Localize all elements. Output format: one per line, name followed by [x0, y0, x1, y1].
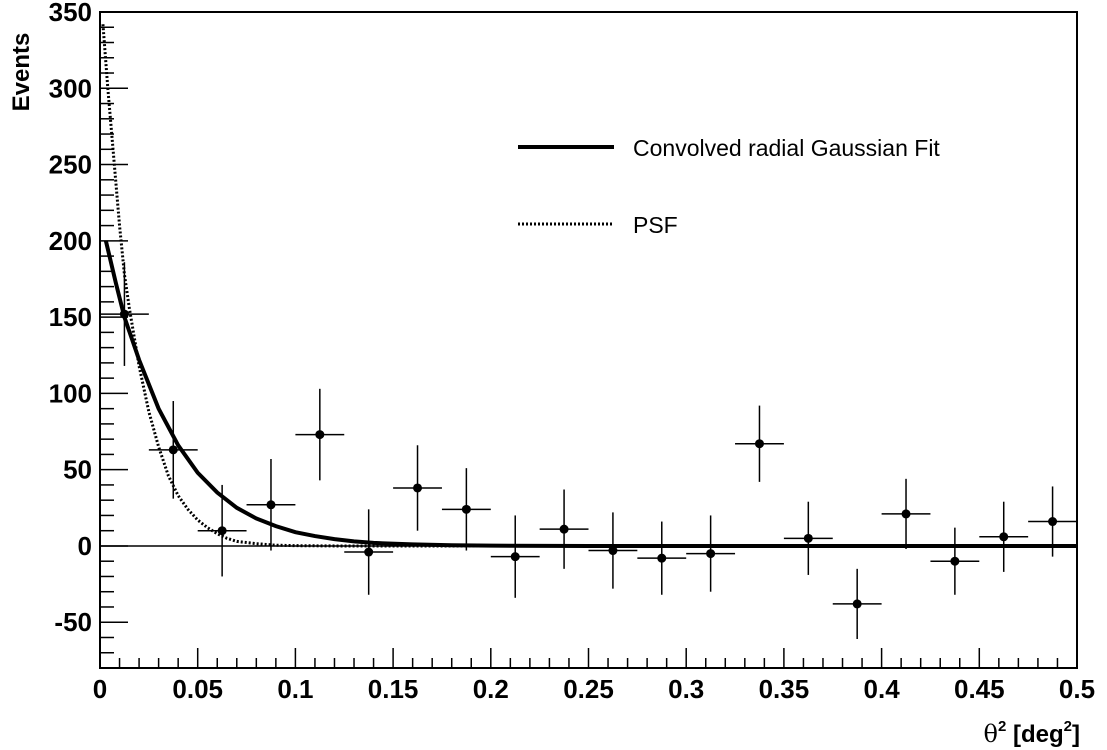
x-tick-label: 0.05	[172, 674, 223, 704]
data-point	[608, 546, 617, 555]
y-axis-ticks: -50 0 50 100 150 200 250 300 350	[49, 0, 128, 668]
x-tick-label: 0.15	[368, 674, 419, 704]
y-tick-label: 300	[49, 73, 92, 103]
x-tick-label: 0	[93, 674, 107, 704]
data-point	[218, 526, 227, 535]
data-points	[100, 262, 1077, 639]
plot-frame	[100, 12, 1077, 668]
x-axis-label-symbol: θ	[984, 720, 998, 748]
data-point	[364, 548, 373, 557]
x-tick-label: 0.45	[954, 674, 1005, 704]
data-point	[1048, 517, 1057, 526]
data-point	[804, 534, 813, 543]
y-tick-label: 200	[49, 226, 92, 256]
y-tick-label: 250	[49, 150, 92, 180]
y-tick-label: 150	[49, 302, 92, 332]
data-point	[755, 439, 764, 448]
curves	[103, 24, 1077, 546]
data-point	[999, 532, 1008, 541]
data-point	[413, 483, 422, 492]
data-point	[560, 525, 569, 534]
y-tick-label: 350	[49, 0, 92, 27]
data-point	[950, 557, 959, 566]
legend: Convolved radial Gaussian Fit PSF	[518, 135, 940, 238]
legend-label-psf: PSF	[633, 212, 678, 238]
x-tick-label: 0.3	[668, 674, 704, 704]
x-axis-label-unit-sup: 2	[1064, 718, 1072, 735]
x-axis-label: θ2 [deg2]	[984, 718, 1080, 748]
x-axis-ticks: 0 0.05 0.1 0.15 0.2 0.25 0.3 0.35 0.4 0.45 0.5	[93, 648, 1095, 704]
x-tick-label: 0.4	[864, 674, 901, 704]
x-tick-label: 0.5	[1059, 674, 1095, 704]
y-tick-label: 0	[78, 531, 92, 561]
y-tick-label: 100	[49, 378, 92, 408]
data-point	[462, 505, 471, 514]
data-point	[266, 500, 275, 509]
fit-curve	[106, 241, 1077, 546]
y-tick-label: -50	[54, 607, 92, 637]
data-point	[120, 310, 129, 319]
data-point	[315, 430, 324, 439]
data-point	[853, 599, 862, 608]
legend-label-fit: Convolved radial Gaussian Fit	[633, 135, 940, 161]
data-point	[657, 554, 666, 563]
x-tick-label: 0.2	[473, 674, 509, 704]
data-point	[511, 552, 520, 561]
y-tick-label: 50	[63, 455, 92, 485]
data-point	[706, 549, 715, 558]
y-axis-label: Events	[8, 33, 35, 112]
psf-curve	[103, 24, 1077, 546]
x-axis-label-unit-close: ]	[1072, 721, 1080, 748]
data-point	[169, 445, 178, 454]
x-tick-label: 0.35	[759, 674, 810, 704]
x-tick-label: 0.1	[277, 674, 313, 704]
data-point	[902, 509, 911, 518]
x-axis-label-unit: [deg	[1006, 721, 1063, 748]
x-tick-label: 0.25	[563, 674, 614, 704]
x-axis-label-symbol-sup: 2	[998, 718, 1006, 735]
